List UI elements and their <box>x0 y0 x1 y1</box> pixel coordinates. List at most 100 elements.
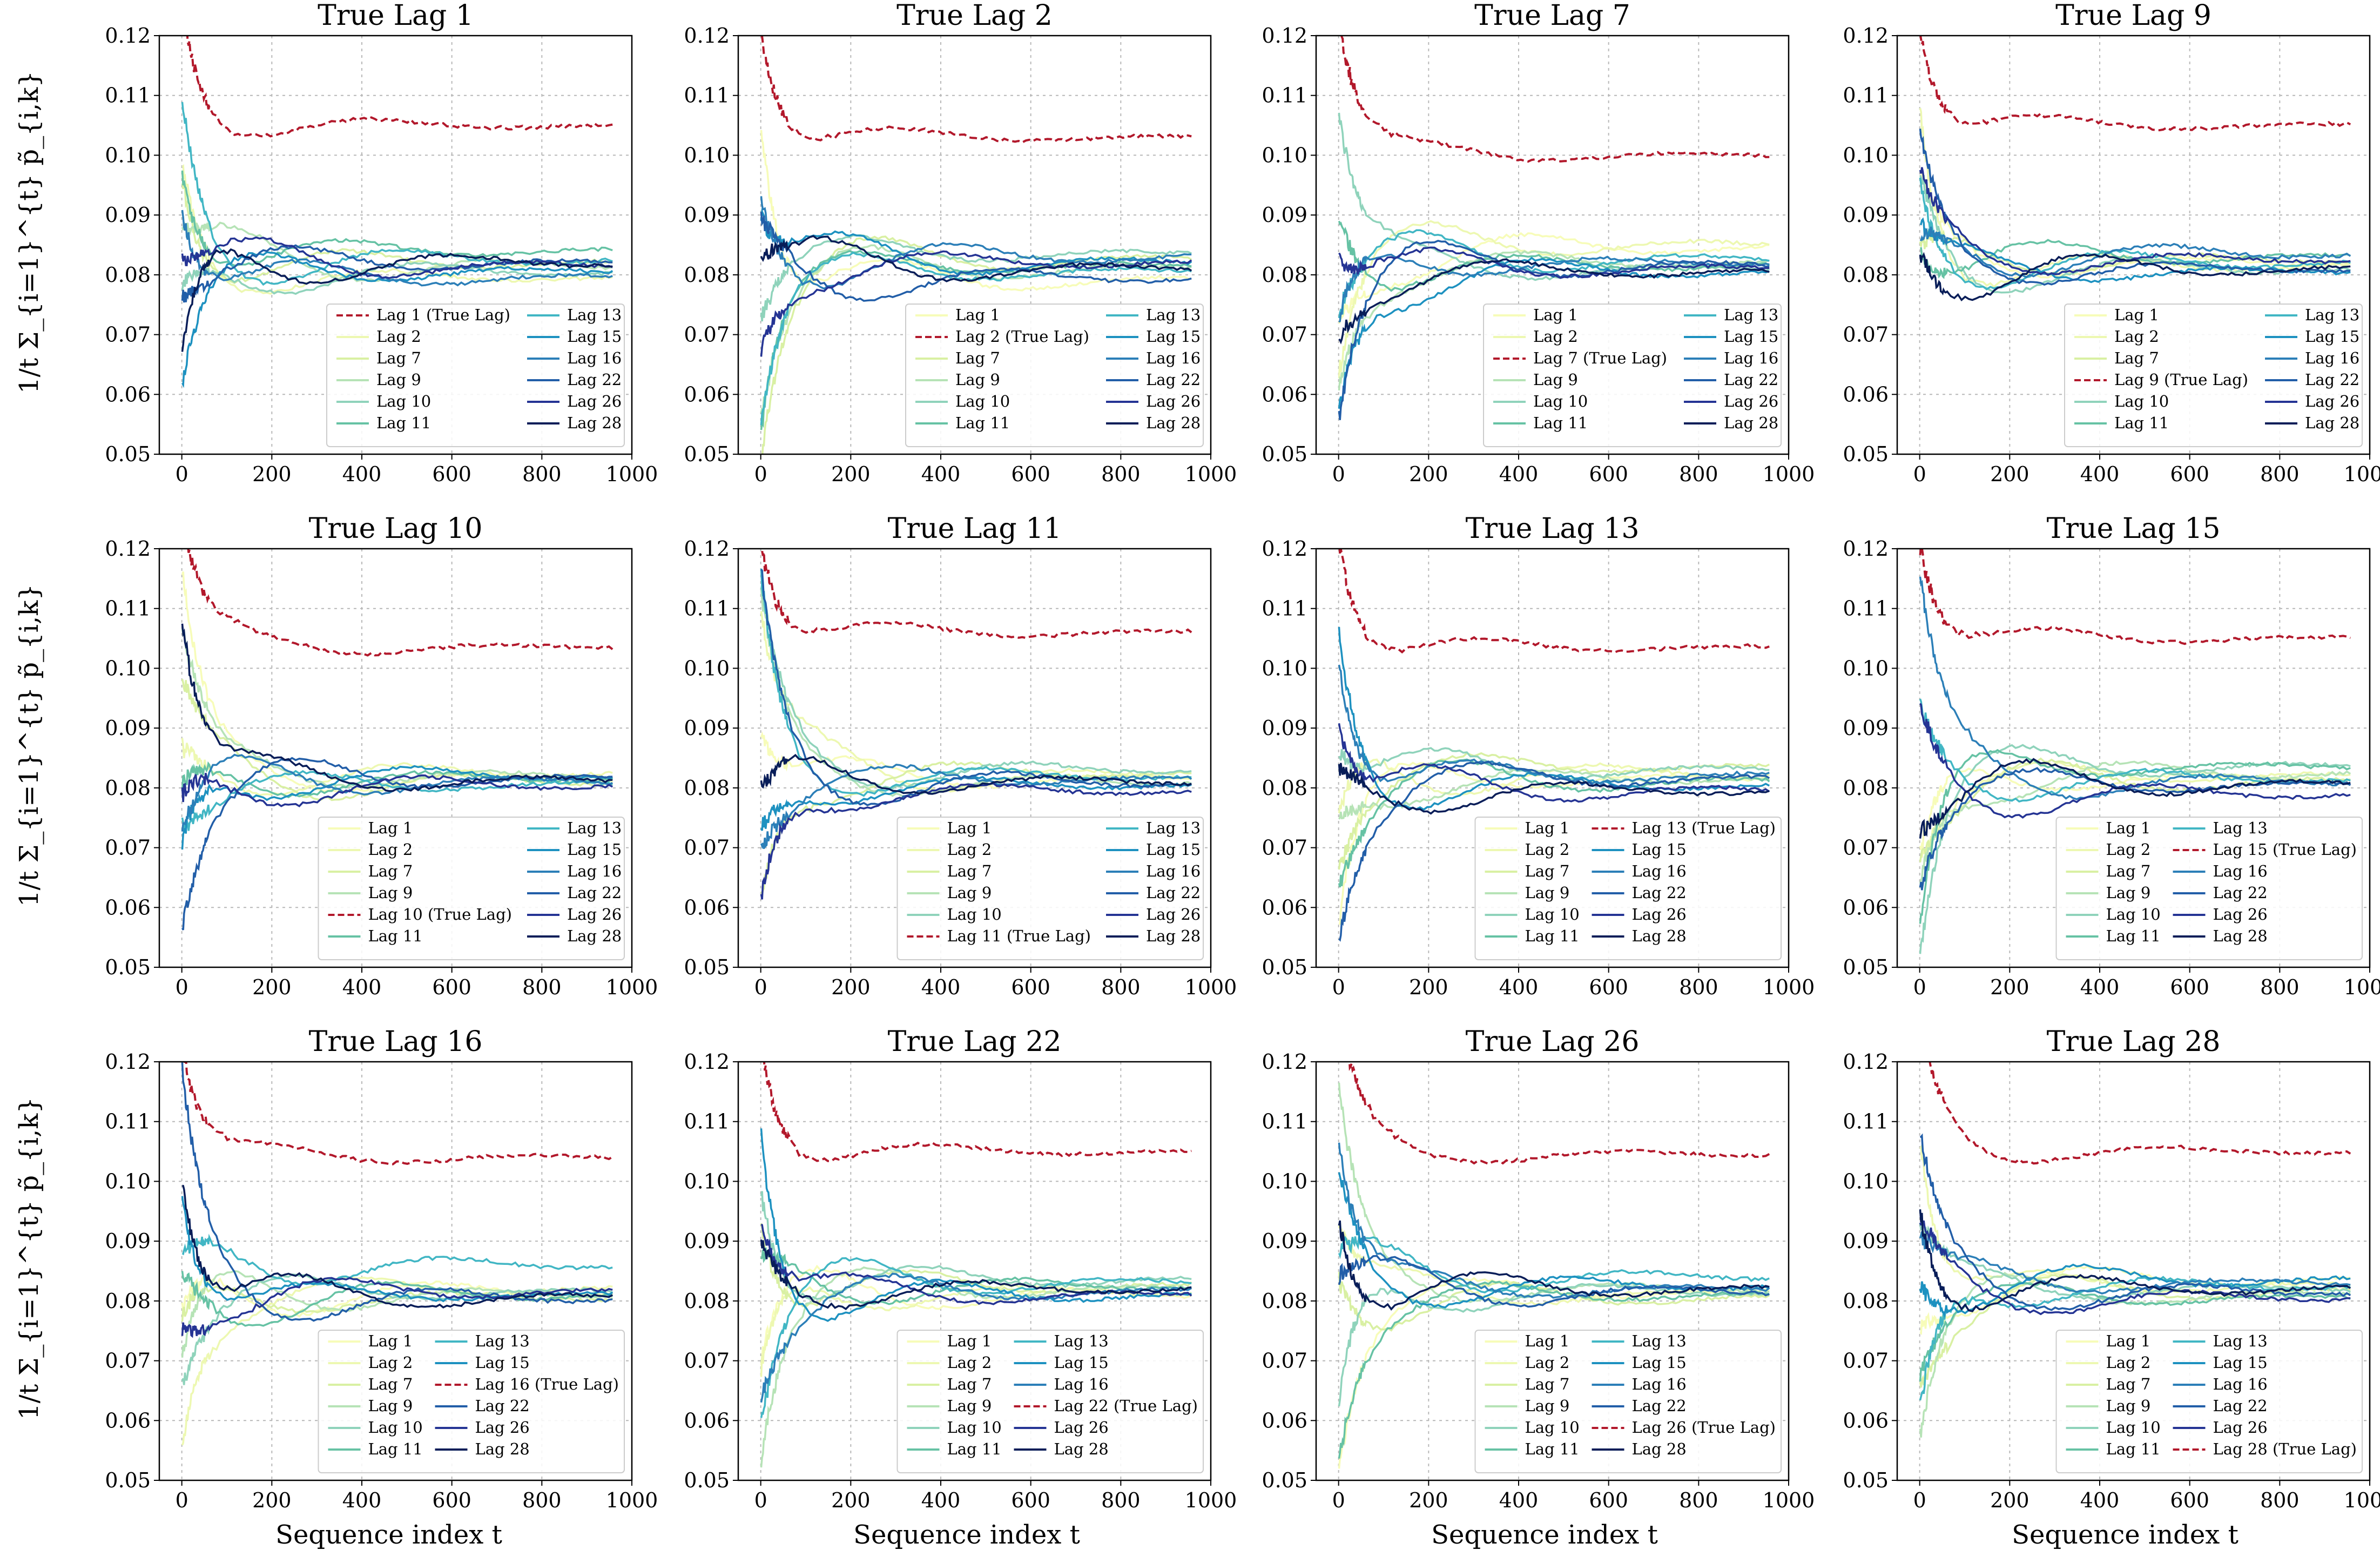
y-tick-label: 0.11 <box>105 1110 151 1134</box>
series-line-lag-26 <box>1919 1218 2351 1316</box>
y-tick-label: 0.07 <box>105 836 151 860</box>
subplot-title: True Lag 2 <box>896 0 1053 32</box>
subplot: 0.05 0.06 0.07 0.08 0.09 0.10 0.11 0.12 0 200 400 6… <box>1262 1026 1815 1512</box>
x-tick-label: 1000 <box>2344 975 2380 999</box>
x-tick-label: 0 <box>1332 975 1345 999</box>
y-tick-label: 0.06 <box>1262 382 1307 406</box>
y-tick-label: 0.06 <box>1843 895 1889 919</box>
y-tick-label: 0.05 <box>1843 442 1889 466</box>
series-line-lag-26 <box>1919 703 2351 819</box>
y-tick-label: 0.06 <box>1843 1409 1889 1432</box>
series-line-lag-7 <box>1919 1273 2351 1388</box>
legend-entry: Lag 1 <box>1525 1332 1570 1350</box>
legend-box <box>1483 304 1782 447</box>
legend-entry: Lag 15 (True Lag) <box>2213 840 2357 859</box>
legend-entry: Lag 16 <box>2213 1375 2268 1393</box>
legend-entry: Lag 2 <box>1525 840 1570 859</box>
series-line-lag-16 <box>760 764 1192 850</box>
legend-entry: Lag 15 <box>1724 327 1778 346</box>
x-tick-label: 0 <box>754 975 767 999</box>
legend-entry: Lag 26 <box>475 1418 530 1437</box>
legend-entry: Lag 11 <box>2106 927 2161 945</box>
series-line-lag-9 <box>181 1270 613 1358</box>
x-tick-label: 600 <box>1011 462 1050 486</box>
legend-entry: Lag 13 <box>1146 819 1201 837</box>
x-tick-label: 0 <box>754 462 767 486</box>
subplot-title: True Lag 16 <box>309 1026 483 1058</box>
subplot: 0.05 0.06 0.07 0.08 0.09 0.10 0.11 0.12 0 200 400 6… <box>1843 513 2380 999</box>
legend-box <box>2055 817 2363 960</box>
subplot: 0.05 0.06 0.07 0.08 0.09 0.10 0.11 0.12 0 200 400 6… <box>1262 513 1815 999</box>
y-tick-label: 0.12 <box>684 537 730 561</box>
series-line-lag-22 <box>760 569 1192 806</box>
series-line-lag-16 <box>1919 226 2351 279</box>
legend-entry: Lag 9 <box>2106 884 2151 902</box>
legend-entry: Lag 7 <box>2106 1375 2151 1393</box>
y-tick-label: 0.09 <box>684 716 730 740</box>
subplot: 0.05 0.06 0.07 0.08 0.09 0.10 0.11 0.12 0 200 400 6… <box>105 513 658 999</box>
legend-entry: Lag 22 <box>1724 370 1778 389</box>
legend-box <box>2055 1330 2363 1473</box>
y-tick-label: 0.06 <box>684 382 730 406</box>
legend-box <box>1474 1330 1782 1473</box>
legend-entry: Lag 2 <box>1525 1353 1570 1372</box>
series-line-lag-26 <box>760 782 1192 900</box>
legend-entry: Lag 1 <box>368 1332 413 1350</box>
y-tick-label: 0.11 <box>1843 1110 1889 1134</box>
y-axis-label: 1/t Σ_{i=1}^{t} p̃_{i,k} <box>14 71 44 394</box>
x-tick-label: 600 <box>432 975 471 999</box>
legend-entry: Lag 28 <box>1146 927 1201 945</box>
y-tick-label: 0.11 <box>105 84 151 107</box>
subplot: 0.05 0.06 0.07 0.08 0.09 0.10 0.11 0.12 0 200 400 6… <box>1843 1026 2380 1512</box>
legend-entry: Lag 28 <box>1632 927 1687 945</box>
legend-entry: Lag 22 (True Lag) <box>1054 1397 1198 1415</box>
legend-entry: Lag 15 <box>475 1353 530 1372</box>
series-line-lag-15 <box>1338 626 1770 811</box>
series-line-lag-22 <box>760 212 1192 302</box>
legend-entry: Lag 28 <box>567 927 622 945</box>
series-line-lag-28 <box>181 623 613 792</box>
legend-entry: Lag 13 <box>2213 819 2268 837</box>
legend-entry: Lag 10 <box>947 1418 1002 1437</box>
y-tick-label: 0.12 <box>105 1050 151 1074</box>
subplot-title: True Lag 15 <box>2047 513 2221 545</box>
legend-entry: Lag 11 <box>368 927 423 945</box>
series-line-lag-26 <box>1338 246 1770 279</box>
legend-entry: Lag 2 <box>947 1353 992 1372</box>
series-line-lag-9 <box>760 244 1192 414</box>
x-tick-label: 400 <box>2080 1488 2120 1512</box>
y-tick-label: 0.09 <box>1262 203 1307 227</box>
x-tick-label: 1000 <box>1763 462 1815 486</box>
x-tick-label: 800 <box>1101 1488 1141 1512</box>
y-tick-label: 0.06 <box>1262 895 1307 919</box>
legend: Lag 1 Lag 2 Lag 7 Lag 9 Lag 10 Lag 11 Lag 13 La… <box>2055 1330 2363 1473</box>
legend-entry: Lag 1 (True Lag) <box>376 306 510 324</box>
series-line-lag-11 <box>1919 749 2351 924</box>
series-line-lag-11 <box>181 170 613 267</box>
y-tick-label: 0.08 <box>684 1289 730 1313</box>
subplot-title: True Lag 7 <box>1474 0 1630 32</box>
true-lag-series-line <box>760 36 1192 144</box>
true-lag-series-line <box>183 1062 613 1165</box>
legend-box <box>1474 817 1782 960</box>
legend-entry: Lag 13 <box>1146 306 1201 324</box>
y-tick-label: 0.09 <box>1843 716 1889 740</box>
y-tick-label: 0.05 <box>1262 955 1307 979</box>
legend-entry: Lag 22 <box>1146 370 1201 389</box>
x-tick-label: 600 <box>1589 462 1628 486</box>
y-tick-label: 0.10 <box>105 656 151 680</box>
legend-entry: Lag 16 <box>1724 349 1778 367</box>
legend-entry: Lag 7 (True Lag) <box>1533 349 1667 367</box>
legend-entry: Lag 7 <box>2114 349 2159 367</box>
legend-entry: Lag 11 <box>1533 414 1588 432</box>
legend-box <box>896 817 1204 960</box>
series-line-lag-13 <box>181 770 613 832</box>
legend-entry: Lag 26 <box>2305 392 2359 410</box>
x-tick-label: 0 <box>1913 462 1926 486</box>
y-tick-label: 0.11 <box>684 1110 730 1134</box>
legend-entry: Lag 2 <box>2106 1353 2151 1372</box>
legend-entry: Lag 2 (True Lag) <box>955 327 1089 346</box>
series-line-lag-9 <box>1338 767 1770 820</box>
legend-entry: Lag 22 <box>567 884 622 902</box>
